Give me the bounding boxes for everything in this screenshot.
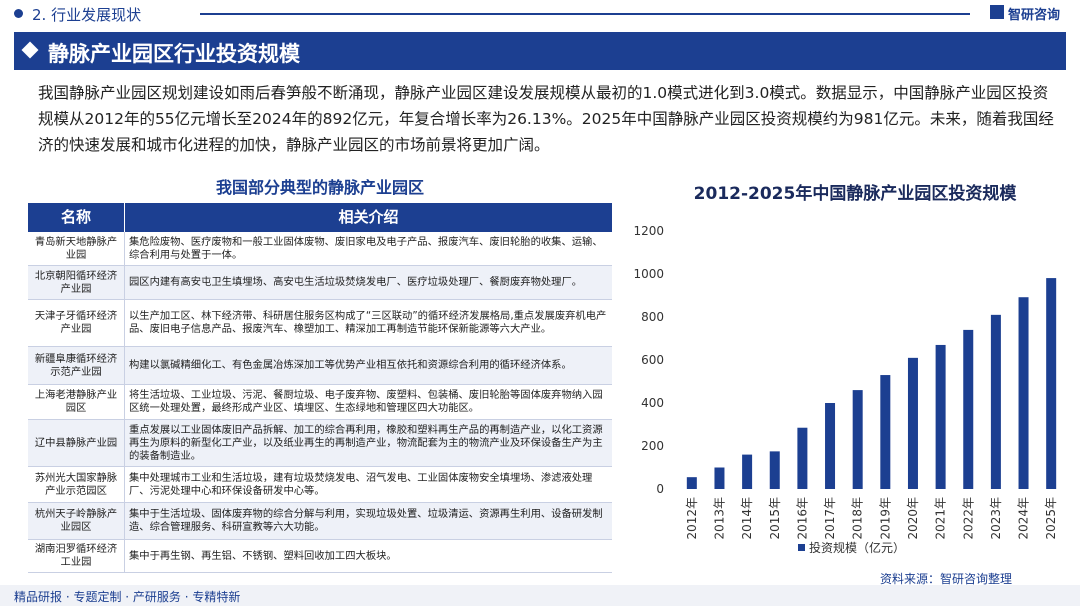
- source: 资料来源：智研咨询整理: [880, 572, 1013, 586]
- bar: [769, 451, 780, 489]
- desc-cell: 以生产加工区、林下经济带、科研居住服务区构成了“三区联动”的循环经济发展格局,重…: [125, 300, 612, 347]
- footer-band: [0, 585, 1080, 606]
- bar: [797, 427, 808, 489]
- legend-label: 投资规模（亿元）: [809, 540, 905, 555]
- bar: [686, 477, 697, 489]
- logo: 智研咨询: [1008, 8, 1061, 23]
- table: 名称 相关介绍 青岛新天地静脉产业园 集危险废物、医疗废物和一般工业固体废物、废旧家电…: [28, 203, 612, 575]
- x-tick-label: 2013年: [712, 497, 726, 540]
- bar: [1046, 278, 1057, 489]
- x-tick-label: 2021年: [934, 497, 948, 540]
- name-cell: 北京朝阳循环经济产业园: [28, 266, 125, 300]
- intro-text: 我国静脉产业园区规划建设如雨后春笋般不断涌现，静脉产业园区建设发展规模从最初的1…: [38, 84, 1054, 154]
- desc-cell: 集危险废物、医疗废物和一般工业固体废物、废旧家电及电子产品、报废汽车、废旧轮胎的…: [125, 232, 612, 266]
- desc-cell: 集中于再生钢、再生铝、不锈钢、塑料回收加工四大板块。: [125, 540, 612, 573]
- x-tick-label: 2015年: [768, 497, 782, 540]
- name-cell: 上海老港静脉产业园区: [28, 385, 125, 420]
- title-band: [14, 32, 1066, 70]
- desc-cell: 集中于生活垃圾、固体废弃物的综合分解与利用，实现垃圾处置、垃圾清运、资源再生利用…: [125, 503, 612, 540]
- x-tick-label: 2024年: [1017, 497, 1031, 540]
- name-cell: 辽中县静脉产业园: [28, 420, 125, 467]
- table-title: 我国部分典型的静脉产业园区: [215, 178, 424, 197]
- desc-cell: 将生活垃圾、工业垃圾、污泥、餐厨垃圾、电子废弃物、废塑料、包装桶、废旧轮胎等固体…: [125, 385, 612, 420]
- bar: [880, 375, 891, 489]
- x-tick-label: 2012年: [685, 497, 699, 540]
- x-tick-label: 2019年: [878, 497, 892, 540]
- bar: [935, 344, 946, 489]
- name-cell: 青岛新天地静脉产业园: [28, 232, 125, 266]
- logo-icon: [990, 5, 1004, 19]
- x-tick-label: 2017年: [823, 497, 837, 540]
- x-tick-label: 2022年: [961, 497, 975, 540]
- y-tick-label: 600: [641, 353, 664, 367]
- header-cell: 名称: [28, 203, 125, 232]
- y-tick-label: 800: [641, 310, 664, 324]
- name-cell: 湖南汨罗循环经济工业园: [28, 540, 125, 573]
- bar: [1018, 297, 1029, 489]
- page-title: 静脉产业园区行业投资规模: [48, 42, 300, 66]
- desc-cell: 构建以氯碱精细化工、有色金属冶炼深加工等优势产业相互依托和资源综合利用的循环经济…: [125, 347, 612, 385]
- y-tick-label: 1000: [633, 267, 664, 281]
- header-rule: [200, 13, 970, 15]
- bar: [852, 390, 863, 489]
- y-tick-label: 400: [641, 396, 664, 410]
- bar: [963, 329, 974, 489]
- legend-swatch: [798, 544, 805, 551]
- bar: [714, 467, 725, 489]
- bar: [825, 403, 836, 489]
- name-cell: 杭州天子岭静脉产业园区: [28, 503, 125, 540]
- x-tick-label: 2014年: [740, 497, 754, 540]
- footer: 精品研报 · 专题定制 · 产研服务 · 专精特新: [14, 590, 241, 604]
- x-tick-label: 2018年: [851, 497, 865, 540]
- desc-cell: 园区内建有高安屯卫生填埋场、高安屯生活垃圾焚烧发电厂、医疗垃圾处理厂、餐厨废弃物…: [125, 266, 612, 300]
- header-cell: 相关介绍: [125, 203, 612, 232]
- x-tick-label: 2016年: [795, 497, 809, 540]
- desc-cell: 集中处理城市工业和生活垃圾，建有垃圾焚烧发电、沼气发电、工业固体废物安全填埋场、…: [125, 467, 612, 503]
- y-tick-label: 0: [656, 482, 664, 496]
- desc-cell: 重点发展以工业固体废旧产品拆解、加工的综合再利用，橡胶和塑料再生产品的再制造产业…: [125, 420, 612, 467]
- bar: [742, 454, 753, 489]
- y-tick-label: 200: [641, 439, 664, 453]
- bullet: [14, 9, 23, 18]
- name-cell: 苏州光大国家静脉产业示范园区: [28, 467, 125, 503]
- x-tick-label: 2025年: [1044, 497, 1058, 540]
- y-tick-label: 1200: [633, 224, 664, 238]
- x-tick-label: 2020年: [906, 497, 920, 540]
- bar: [990, 314, 1001, 489]
- chart-title: 2012-2025年中国静脉产业园区投资规模: [694, 183, 1018, 204]
- chart: 2012-2025年中国静脉产业园区投资规模 0 200 400 600 800 1000…: [633, 183, 1058, 555]
- x-tick-label: 2023年: [989, 497, 1003, 540]
- name-cell: 新疆阜康循环经济示范产业园: [28, 347, 125, 385]
- name-cell: 天津子牙循环经济产业园: [28, 300, 125, 347]
- bar: [907, 357, 918, 489]
- section-title: 2. 行业发展现状: [32, 6, 142, 24]
